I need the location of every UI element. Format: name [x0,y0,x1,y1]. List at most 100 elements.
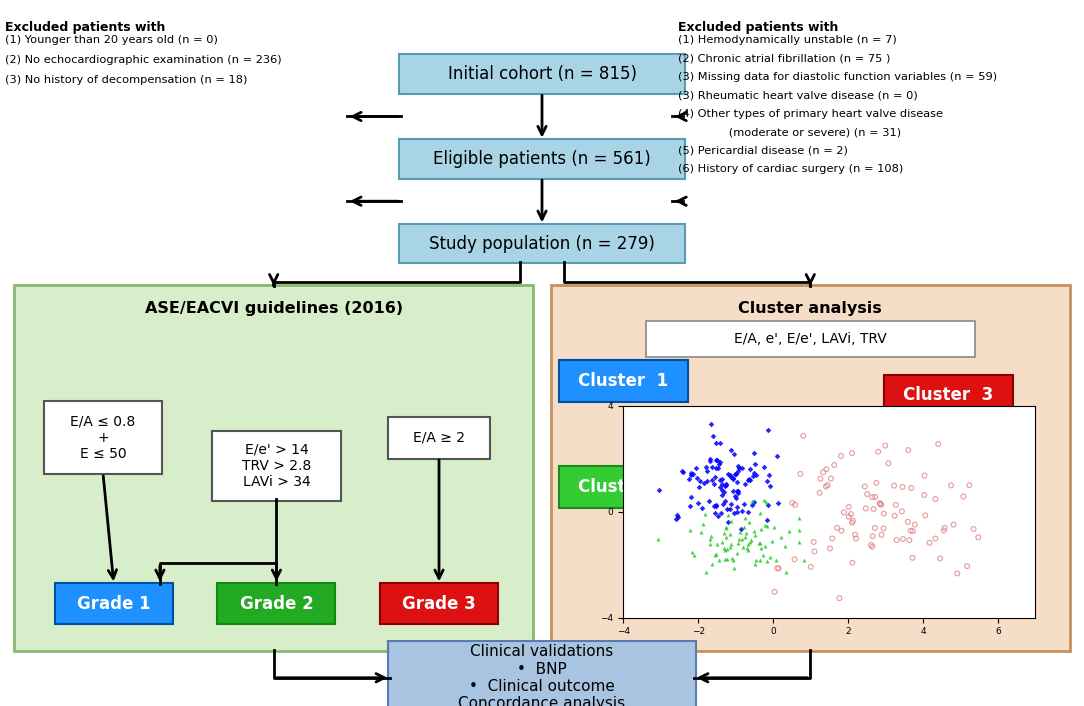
Point [757,496,774,508]
Point [744,495,761,506]
Point [688,472,706,484]
Point [718,522,735,533]
Point [817,481,835,492]
Text: Excluded patients with: Excluded patients with [5,21,166,34]
Point [748,554,765,566]
Point [693,502,710,513]
Point [730,462,747,474]
Point [746,530,763,541]
Point [697,461,714,472]
Text: Study population (n = 279): Study population (n = 279) [429,234,655,253]
Point [830,592,848,604]
Point [843,517,861,528]
Point [718,479,735,491]
Point [723,552,740,563]
Point [720,468,737,479]
Point [736,522,753,533]
Point [866,491,883,503]
Point [717,495,734,506]
Point [904,552,921,563]
Point [760,499,777,510]
Point [713,484,731,496]
Point [875,508,892,519]
Point [893,505,911,517]
Point [730,537,747,549]
Point [727,493,745,504]
Point [927,533,944,544]
Text: Initial cohort (n = 815): Initial cohort (n = 815) [448,65,636,83]
Point [649,533,667,544]
Point [935,522,953,534]
FancyBboxPatch shape [558,467,687,508]
Point [687,462,705,474]
Point [802,561,820,573]
Point [727,468,745,479]
Point [842,508,860,520]
Point [702,419,720,430]
Point [840,501,857,513]
Point [732,526,749,537]
Point [927,493,944,505]
Point [818,479,836,491]
Point [715,487,733,498]
Point [697,509,714,520]
Point [728,502,746,513]
Point [843,557,861,568]
Text: Excluded patients with: Excluded patients with [678,21,838,34]
Text: ASE/EACVI guidelines (2016): ASE/EACVI guidelines (2016) [144,301,403,316]
Point [668,514,685,525]
Point [902,525,919,537]
Text: Cluster  1: Cluster 1 [578,372,669,390]
Point [718,554,735,565]
Point [709,539,726,550]
Point [747,469,764,480]
Text: Clinical validations
•  BNP
•  Clinical outcome
Concordance analysis: Clinical validations • BNP • Clinical ou… [459,644,625,706]
Point [717,554,734,565]
Point [929,438,946,450]
Point [739,539,757,550]
Point [814,467,831,478]
Point [743,534,760,546]
Point [875,523,892,534]
Point [726,468,744,479]
Point [719,544,736,555]
Point [745,467,762,479]
Point [733,533,750,544]
Point [761,481,778,492]
FancyBboxPatch shape [14,285,533,651]
FancyBboxPatch shape [883,374,1012,417]
Point [701,454,719,465]
Point [722,528,739,539]
Point [683,546,700,557]
Point [873,499,890,510]
Point [746,447,763,458]
Point [894,481,912,493]
Text: Grade 2: Grade 2 [240,594,313,613]
Point [702,530,720,542]
Point [719,509,736,520]
Point [873,530,890,541]
Point [715,544,733,556]
Point [864,491,881,503]
Point [728,506,746,517]
FancyBboxPatch shape [211,431,340,501]
Point [669,511,686,522]
Point [725,562,743,573]
Point [769,450,786,462]
Point [712,508,730,519]
Point [737,527,754,539]
Point [710,458,727,469]
Point [769,497,786,508]
Point [870,498,888,509]
Point [887,499,904,510]
Text: E/A ≤ 0.8
+
E ≤ 50: E/A ≤ 0.8 + E ≤ 50 [70,414,136,461]
Point [707,454,724,465]
Point [713,473,731,484]
Point [715,527,733,539]
Point [759,556,776,567]
FancyBboxPatch shape [558,360,687,402]
Point [706,508,723,519]
Point [867,477,885,489]
Point [726,491,744,502]
Point [681,473,698,484]
